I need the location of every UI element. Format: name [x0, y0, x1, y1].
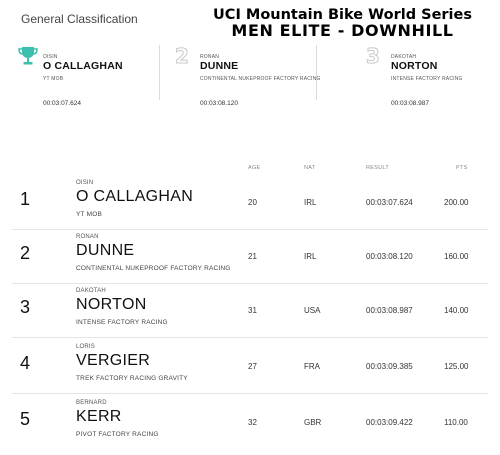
rank-number: 5	[20, 409, 31, 429]
podium-card-1[interactable]: OISIN O CALLAGHAN YT MOB 00:03:07.624	[18, 45, 160, 107]
trophy-icon	[18, 45, 38, 69]
rider-points: 160.00	[444, 252, 469, 261]
table-row[interactable]: 5 BERNARD KERR PIVOT FACTORY RACING 32 G…	[12, 396, 488, 450]
podium-last-name: O CALLAGHAN	[43, 60, 123, 72]
rank-number: 3	[366, 44, 381, 68]
rider-last-name: VERGIER	[76, 352, 151, 369]
podium-team: CONTINENTAL NUKEPROOF FACTORY RACING	[200, 76, 321, 82]
rider-first-name: OISIN	[76, 180, 94, 186]
rider-nationality: USA	[304, 306, 321, 315]
rider-result: 00:03:08.120	[366, 252, 413, 261]
rider-points: 125.00	[444, 362, 469, 371]
rider-last-name: NORTON	[76, 296, 147, 313]
rider-result: 00:03:07.624	[366, 198, 413, 207]
rider-team: CONTINENTAL NUKEPROOF FACTORY RACING	[76, 265, 231, 272]
rider-points: 140.00	[444, 306, 469, 315]
podium-card-2[interactable]: 2 RONAN DUNNE CONTINENTAL NUKEPROOF FACT…	[175, 45, 321, 108]
rank-badge: 2	[175, 45, 195, 69]
rider-age: 21	[248, 252, 257, 261]
podium-team: INTENSE FACTORY RACING	[391, 76, 463, 82]
event-category: MEN ELITE - DOWNHILL	[231, 21, 454, 41]
rank-badge: 3	[366, 45, 386, 69]
table-row[interactable]: 3 DAKOTAH NORTON INTENSE FACTORY RACING …	[12, 284, 488, 338]
rider-last-name: DUNNE	[76, 242, 135, 259]
rank-number: 2	[175, 44, 190, 68]
rank-number: 3	[20, 297, 31, 317]
section-title: General Classification	[21, 12, 138, 26]
table-row[interactable]: 2 RONAN DUNNE CONTINENTAL NUKEPROOF FACT…	[12, 230, 488, 284]
rider-team: PIVOT FACTORY RACING	[76, 431, 159, 438]
podium-last-name: DUNNE	[200, 60, 239, 72]
podium-first-name: RONAN	[200, 54, 220, 60]
podium-card-3[interactable]: 3 DAKOTAH NORTON INTENSE FACTORY RACING …	[366, 45, 500, 108]
column-header-pts: PTS	[456, 165, 468, 171]
rider-nationality: IRL	[304, 198, 317, 207]
column-header-age: AGE	[248, 165, 261, 171]
event-title: UCI Mountain Bike World Series	[213, 7, 472, 23]
rider-result: 00:03:09.385	[366, 362, 413, 371]
rider-nationality: GBR	[304, 418, 322, 427]
rider-team: TREK FACTORY RACING GRAVITY	[76, 375, 188, 382]
rank-number: 1	[20, 189, 31, 209]
rider-team: INTENSE FACTORY RACING	[76, 319, 168, 326]
podium-first-name: DAKOTAH	[391, 54, 417, 60]
podium-time: 00:03:08.120	[200, 100, 238, 107]
podium-time: 00:03:08.987	[391, 100, 429, 107]
podium-time: 00:03:07.624	[43, 100, 81, 107]
rider-result: 00:03:08.987	[366, 306, 413, 315]
rider-team: YT MOB	[76, 211, 103, 218]
rider-first-name: DAKOTAH	[76, 288, 106, 294]
podium-last-name: NORTON	[391, 60, 438, 72]
podium-team: YT MOB	[43, 76, 64, 82]
rank-number: 2	[20, 243, 31, 263]
rider-age: 27	[248, 362, 257, 371]
rider-points: 110.00	[444, 418, 468, 427]
rider-nationality: FRA	[304, 362, 320, 371]
table-row[interactable]: 4 LORIS VERGIER TREK FACTORY RACING GRAV…	[12, 340, 488, 394]
rider-age: 20	[248, 198, 257, 207]
rider-last-name: KERR	[76, 408, 122, 425]
rider-first-name: BERNARD	[76, 400, 107, 406]
podium-first-name: OISIN	[43, 54, 58, 60]
rider-nationality: IRL	[304, 252, 317, 261]
rank-number: 4	[20, 353, 31, 373]
rider-age: 31	[248, 306, 257, 315]
table-row[interactable]: 1 OISIN O CALLAGHAN YT MOB 20 IRL 00:03:…	[12, 176, 488, 230]
column-header-nat: NAT	[304, 165, 316, 171]
rider-first-name: LORIS	[76, 344, 96, 350]
rider-age: 32	[248, 418, 257, 427]
rider-first-name: RONAN	[76, 234, 99, 240]
column-header-result: RESULT	[366, 165, 390, 171]
event-banner: UCI Mountain Bike World Series MEN ELITE…	[213, 7, 472, 41]
rider-last-name: O CALLAGHAN	[76, 188, 194, 205]
rider-result: 00:03:09.422	[366, 418, 413, 427]
rider-points: 200.00	[444, 198, 469, 207]
